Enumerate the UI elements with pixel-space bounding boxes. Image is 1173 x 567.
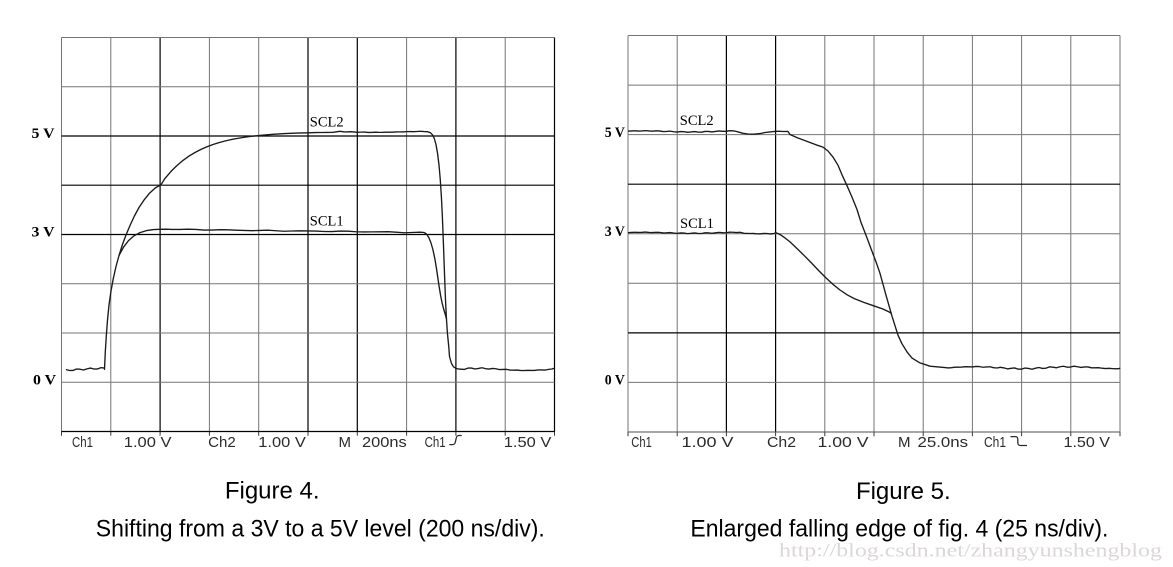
svg-text:Ch1: Ch1 bbox=[631, 434, 652, 451]
svg-text:M: M bbox=[898, 434, 911, 451]
svg-text:200ns: 200ns bbox=[362, 434, 407, 451]
svg-text:Ch2: Ch2 bbox=[767, 434, 796, 451]
svg-text:1.00 V: 1.00 V bbox=[258, 434, 306, 451]
svg-text:0 V: 0 V bbox=[33, 372, 56, 388]
svg-text:M: M bbox=[339, 434, 352, 451]
svg-text:1.50 V: 1.50 V bbox=[504, 434, 552, 451]
svg-text:Shifting from a 3V to a 5V lev: Shifting from a 3V to a 5V level (200 ns… bbox=[96, 516, 545, 543]
svg-text:SCL1: SCL1 bbox=[310, 214, 344, 230]
svg-text:3 V: 3 V bbox=[605, 224, 625, 240]
svg-text:Ch2: Ch2 bbox=[208, 434, 236, 451]
svg-text:Ch1: Ch1 bbox=[984, 434, 1006, 451]
svg-text:1.00 V: 1.00 V bbox=[124, 434, 172, 451]
svg-text:Figure 5.: Figure 5. bbox=[856, 478, 951, 505]
svg-text:Enlarged falling edge of fig.: Enlarged falling edge of fig. 4 (25 ns/d… bbox=[690, 516, 1108, 543]
svg-text:1.00 V: 1.00 V bbox=[682, 434, 734, 451]
svg-text:SCL2: SCL2 bbox=[680, 113, 714, 129]
svg-text:1.50 V: 1.50 V bbox=[1064, 434, 1111, 451]
svg-text:25.0ns: 25.0ns bbox=[918, 434, 969, 451]
svg-text:Ch1: Ch1 bbox=[425, 434, 446, 451]
svg-text:5 V: 5 V bbox=[32, 126, 55, 142]
svg-text:SCL1: SCL1 bbox=[680, 216, 714, 232]
svg-text:Figure 4.: Figure 4. bbox=[225, 478, 320, 505]
svg-text:5 V: 5 V bbox=[605, 125, 625, 141]
svg-text:1.00 V: 1.00 V bbox=[818, 434, 869, 451]
svg-text:SCL2: SCL2 bbox=[310, 115, 344, 131]
svg-text:3 V: 3 V bbox=[32, 225, 55, 241]
svg-text:0 V: 0 V bbox=[605, 373, 625, 389]
svg-text:Ch1: Ch1 bbox=[72, 434, 93, 451]
svg-text:http://blog.csdn.net/zhangyuns: http://blog.csdn.net/zhangyunshengblog bbox=[779, 541, 1163, 562]
